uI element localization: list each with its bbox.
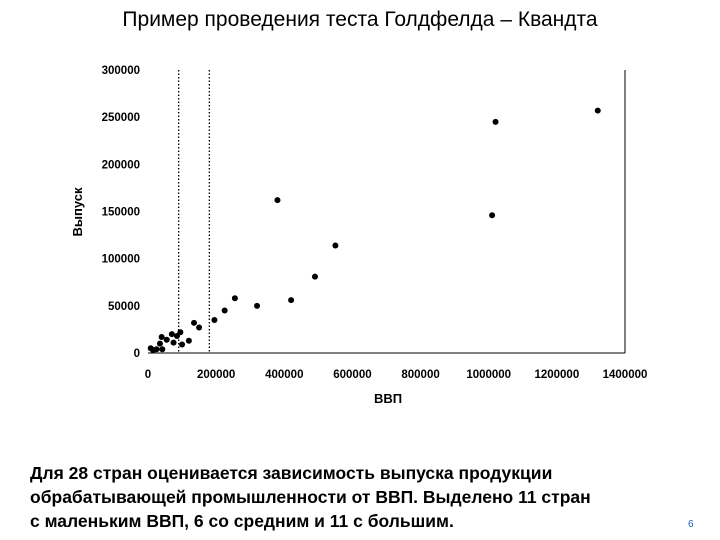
data-point (254, 302, 261, 309)
y-tick-label: 300000 (102, 65, 140, 77)
page-number: 6 (688, 519, 694, 530)
caption-line: обрабатывающей промышленности от ВВП. Вы… (30, 487, 591, 507)
data-point (211, 316, 218, 323)
x-axis-title: ВВП (374, 391, 402, 406)
caption-line: Для 28 стран оценивается зависимость вып… (30, 463, 553, 483)
data-point (168, 331, 175, 338)
x-tick-label: 1000000 (466, 369, 511, 381)
data-point (163, 336, 170, 343)
y-tick-label: 250000 (102, 112, 140, 124)
data-point (274, 197, 281, 204)
data-point (311, 273, 318, 280)
data-point (489, 212, 496, 219)
data-point (156, 340, 163, 347)
x-tick-label: 0 (145, 369, 151, 381)
x-tick-label: 400000 (265, 369, 303, 381)
data-point (158, 333, 165, 340)
caption-line: с маленьким ВВП, 6 со средним и 11 с бол… (30, 511, 454, 531)
data-points (147, 107, 601, 354)
chart-axes: 0 50000 100000 150000 200000 250000 300000 0 200… (102, 65, 648, 381)
data-point (185, 337, 192, 344)
x-tick-label: 1200000 (534, 369, 579, 381)
data-point (221, 307, 228, 314)
data-point (332, 242, 339, 249)
data-point (288, 297, 295, 304)
data-point (153, 346, 160, 353)
data-point (594, 107, 601, 114)
x-tick-label: 200000 (197, 369, 235, 381)
slide-title: Пример проведения теста Голдфелда – Кван… (122, 8, 598, 31)
x-tick-label: 800000 (401, 369, 439, 381)
group-dividers (178, 70, 210, 353)
y-tick-label: 50000 (108, 301, 140, 313)
x-tick-label: 1400000 (603, 369, 648, 381)
data-point (179, 341, 186, 348)
data-point (190, 319, 197, 326)
data-point (177, 329, 184, 336)
data-point (492, 118, 499, 125)
data-point (170, 339, 177, 346)
data-point (159, 346, 166, 353)
data-point (196, 324, 203, 331)
data-point (231, 295, 238, 302)
y-tick-label: 0 (134, 348, 140, 360)
slide-caption: Для 28 стран оценивается зависимость вып… (30, 461, 680, 533)
y-tick-label: 200000 (102, 159, 140, 171)
y-tick-label: 150000 (102, 207, 140, 219)
y-axis-title: Выпуск (70, 187, 85, 236)
scatter-chart: 0 50000 100000 150000 200000 250000 300000 0 200… (70, 65, 648, 406)
x-tick-label: 600000 (333, 369, 371, 381)
y-tick-label: 100000 (102, 254, 140, 266)
